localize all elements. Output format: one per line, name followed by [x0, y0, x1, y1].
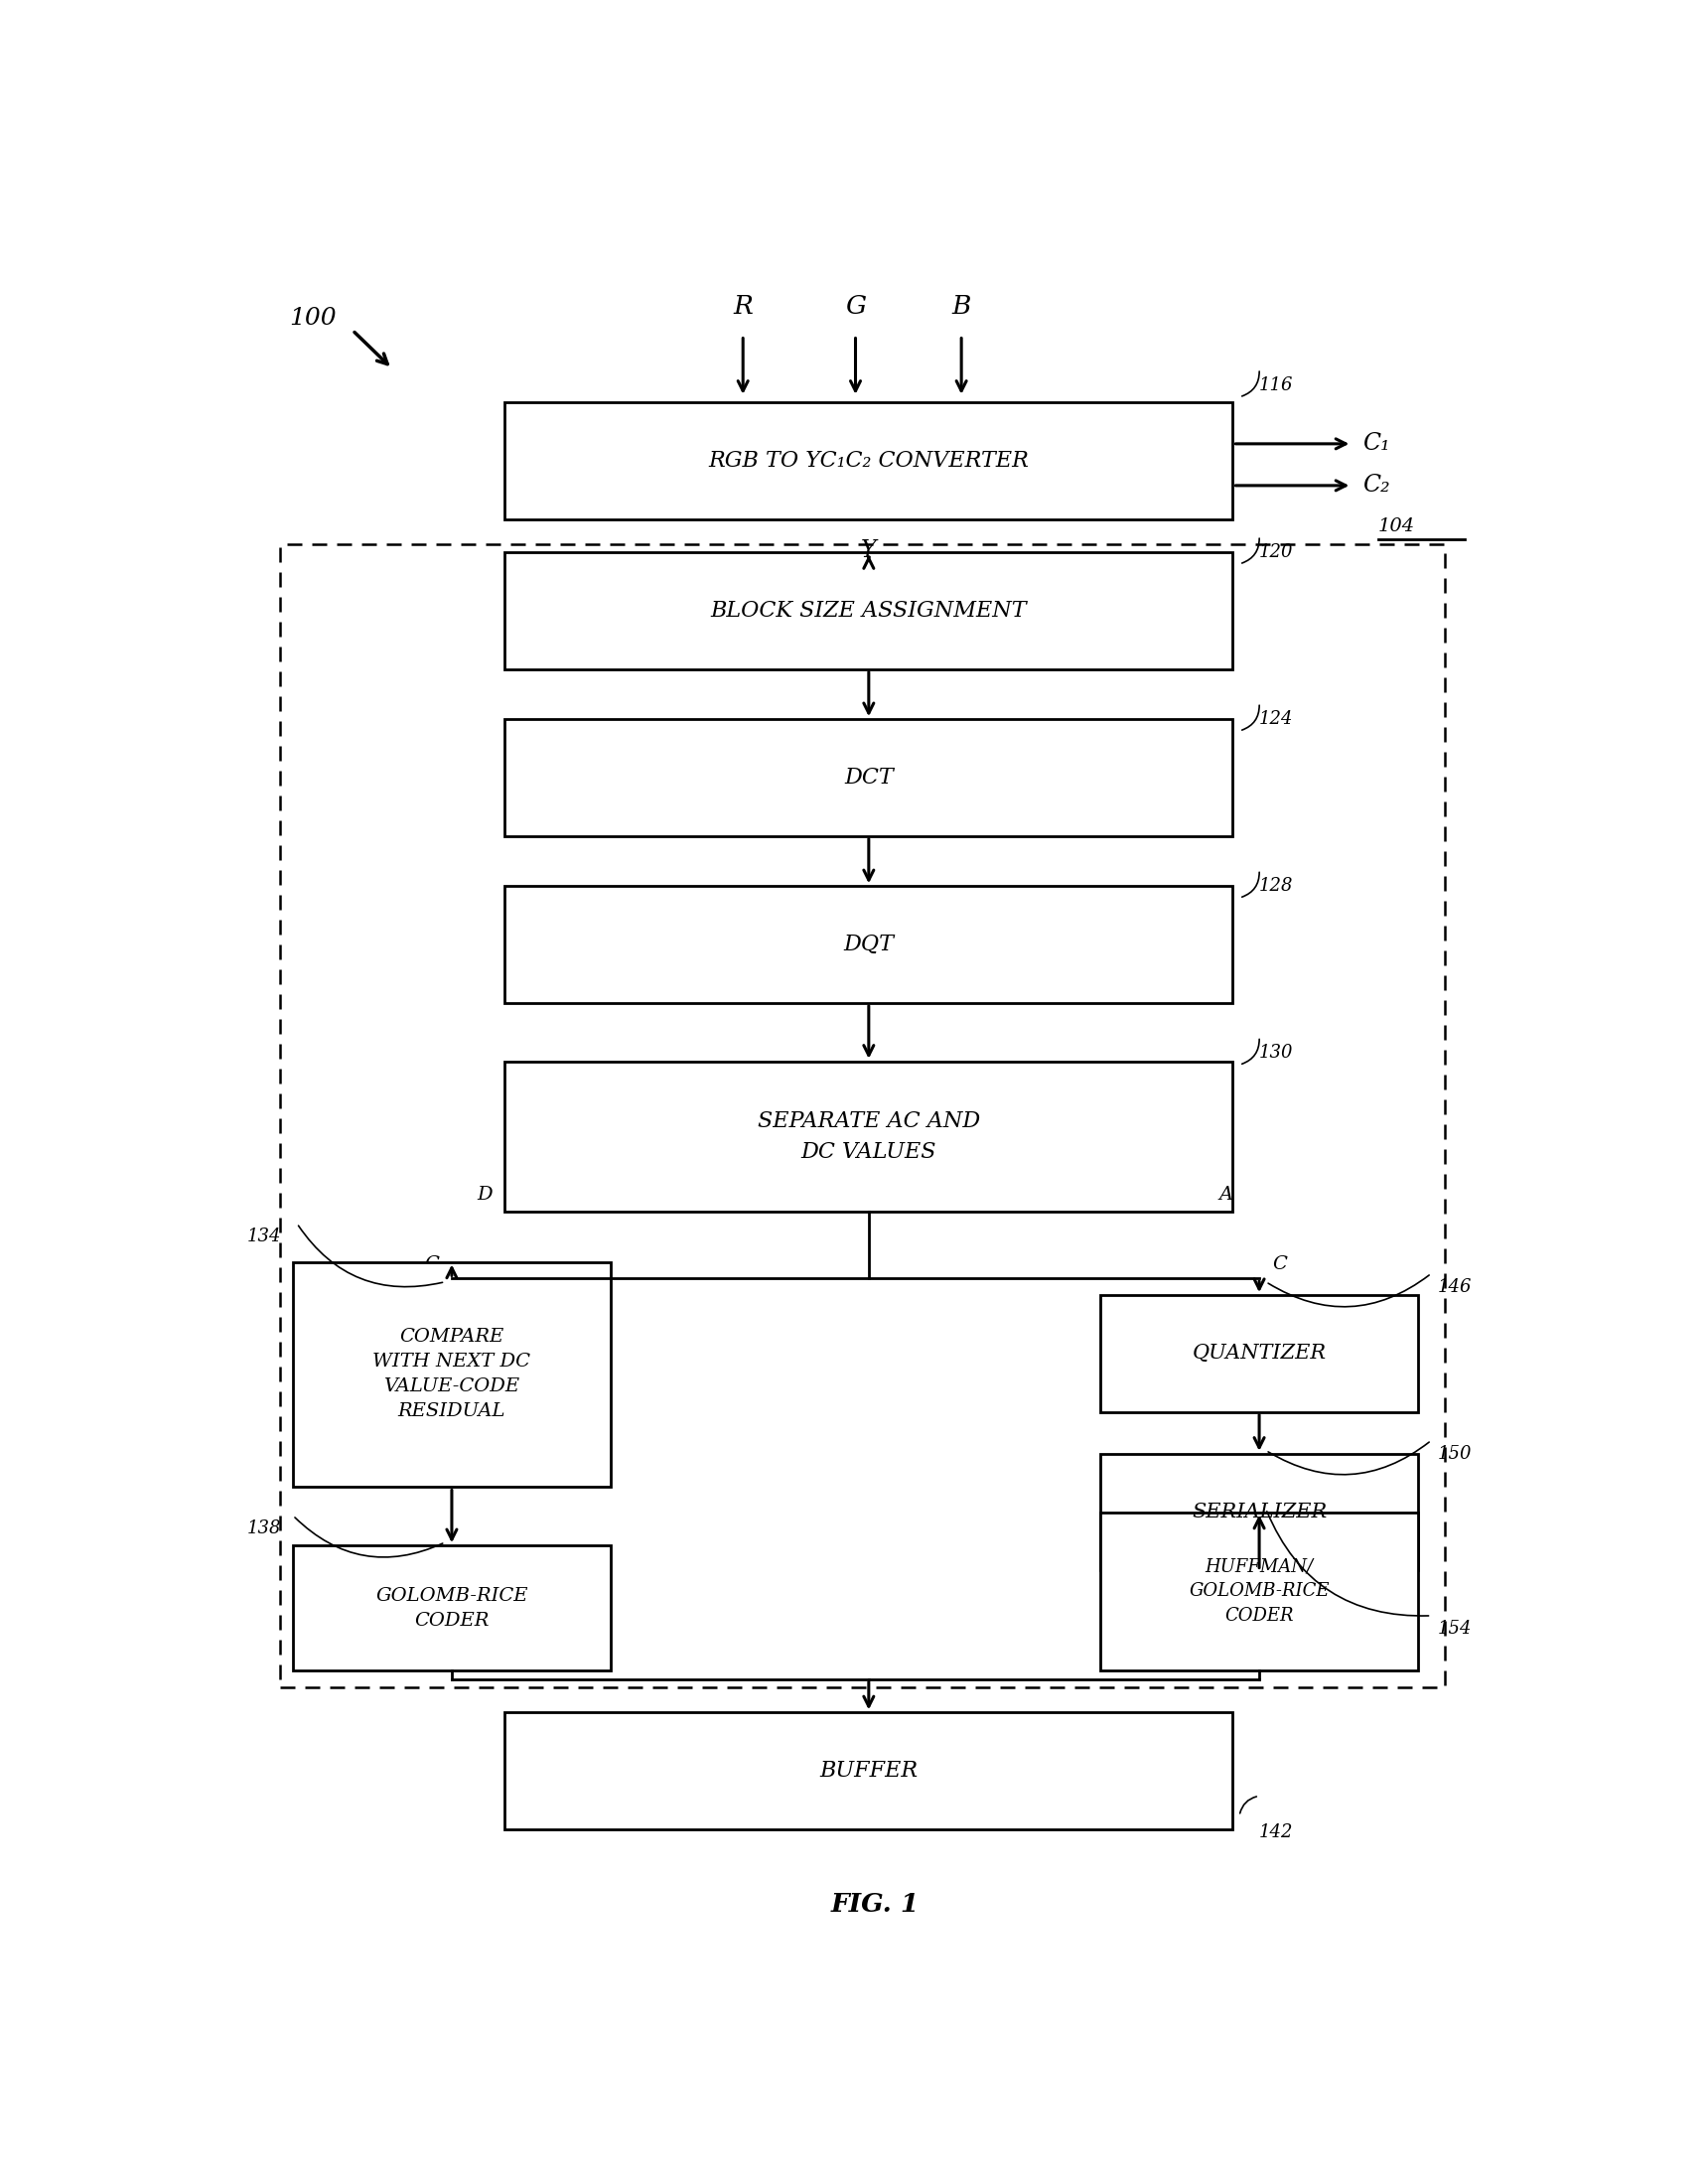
Bar: [1100, 1455, 1418, 1570]
Text: D: D: [477, 1186, 492, 1203]
Text: C: C: [1272, 1255, 1288, 1273]
Text: 142: 142: [1259, 1823, 1293, 1841]
Text: 128: 128: [1259, 878, 1293, 895]
Bar: [506, 720, 1233, 837]
Text: COMPARE
WITH NEXT DC
VALUE-CODE
RESIDUAL: COMPARE WITH NEXT DC VALUE-CODE RESIDUAL: [372, 1329, 531, 1420]
Text: G: G: [845, 293, 866, 319]
Text: 146: 146: [1438, 1277, 1472, 1296]
Bar: [506, 1713, 1233, 1830]
Bar: [506, 401, 1233, 518]
Text: DQT: DQT: [844, 934, 893, 956]
Text: GOLOMB-RICE
CODER: GOLOMB-RICE CODER: [376, 1587, 528, 1630]
Text: C: C: [424, 1255, 439, 1273]
Text: 154: 154: [1438, 1619, 1472, 1639]
Bar: [1100, 1513, 1418, 1672]
Text: HUFFMAN/
GOLOMB-RICE
CODER: HUFFMAN/ GOLOMB-RICE CODER: [1189, 1559, 1329, 1626]
Text: 150: 150: [1438, 1444, 1472, 1463]
Text: 124: 124: [1259, 711, 1293, 728]
Bar: [506, 1062, 1233, 1212]
Text: 120: 120: [1259, 544, 1293, 562]
Text: 130: 130: [1259, 1045, 1293, 1062]
Text: RGB TO YC₁C₂ CONVERTER: RGB TO YC₁C₂ CONVERTER: [709, 449, 1028, 470]
Text: BLOCK SIZE ASSIGNMENT: BLOCK SIZE ASSIGNMENT: [711, 601, 1027, 622]
Text: 116: 116: [1259, 377, 1293, 395]
Bar: [506, 553, 1233, 670]
Text: R: R: [733, 293, 753, 319]
Text: SERIALIZER: SERIALIZER: [1192, 1502, 1327, 1522]
Bar: [506, 887, 1233, 1004]
Text: 104: 104: [1378, 518, 1416, 535]
Text: 100: 100: [289, 308, 336, 330]
Bar: [280, 544, 1445, 1687]
Bar: [1100, 1294, 1418, 1411]
Text: DCT: DCT: [844, 767, 893, 789]
Text: Y: Y: [861, 540, 876, 562]
Text: B: B: [951, 293, 972, 319]
Text: FIG. 1: FIG. 1: [832, 1893, 919, 1917]
Text: 138: 138: [246, 1520, 280, 1537]
Bar: [294, 1262, 611, 1487]
Text: C₂: C₂: [1363, 475, 1390, 496]
Text: 134: 134: [246, 1227, 280, 1247]
Text: C₁: C₁: [1363, 431, 1390, 455]
Text: A: A: [1220, 1186, 1233, 1203]
Bar: [294, 1546, 611, 1672]
Text: SEPARATE AC AND
DC VALUES: SEPARATE AC AND DC VALUES: [757, 1110, 980, 1162]
Text: QUANTIZER: QUANTIZER: [1192, 1344, 1327, 1364]
Text: BUFFER: BUFFER: [820, 1760, 917, 1782]
